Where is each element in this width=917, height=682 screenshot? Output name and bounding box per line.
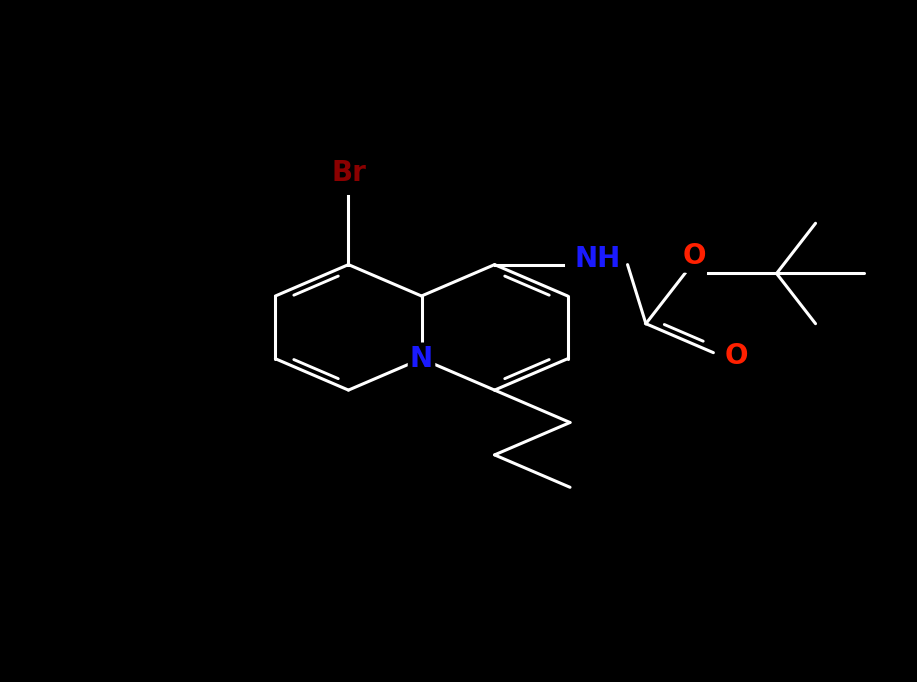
Text: O: O [682, 242, 706, 271]
Text: NH: NH [574, 245, 621, 273]
Text: O: O [724, 342, 748, 370]
Text: Br: Br [331, 158, 366, 187]
Text: N: N [410, 344, 433, 373]
